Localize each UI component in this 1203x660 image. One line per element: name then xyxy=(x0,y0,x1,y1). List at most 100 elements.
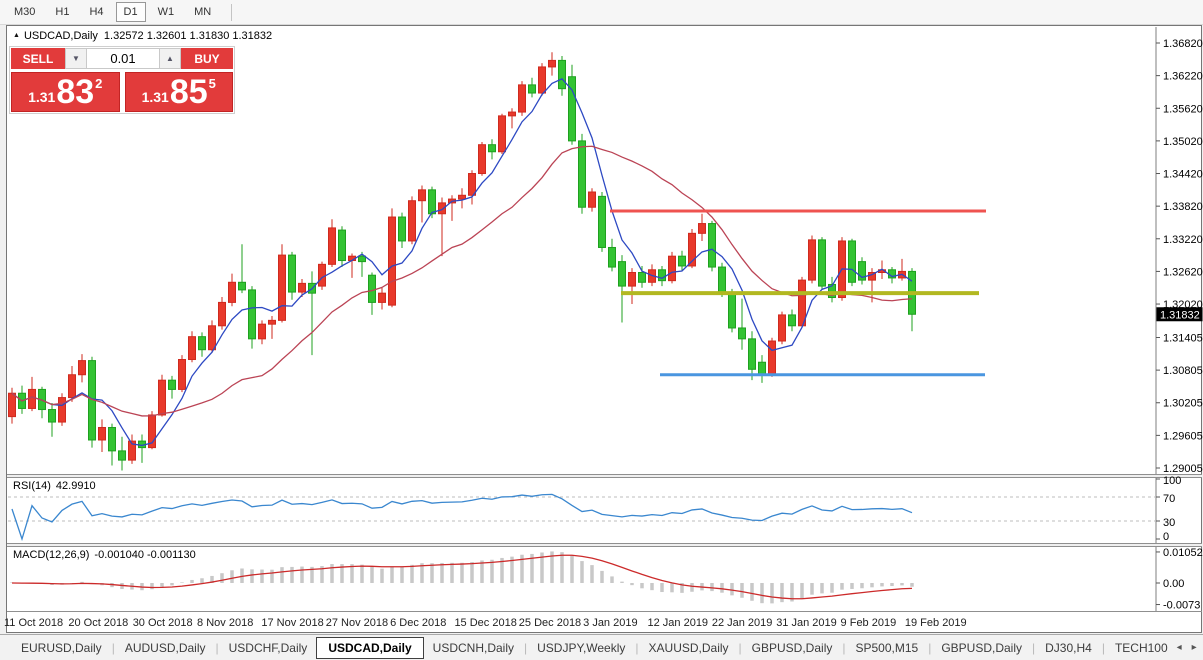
macd-bar xyxy=(220,573,224,583)
macd-bar xyxy=(790,583,794,602)
rsi-panel xyxy=(8,493,1155,542)
timeframe-button-w1[interactable]: W1 xyxy=(157,6,175,18)
candle xyxy=(428,189,436,215)
volume-increase-button[interactable]: ▲ xyxy=(159,48,181,69)
candle xyxy=(768,340,776,376)
candle xyxy=(788,314,796,327)
tab-tech100[interactable]: TECH100 xyxy=(1114,640,1168,655)
date-axis-label: 3 Jan 2019 xyxy=(583,617,637,629)
macd-bar xyxy=(430,563,434,583)
tab-gbpusd-daily[interactable]: GBPUSD,Daily xyxy=(941,640,1023,655)
candle xyxy=(758,361,766,376)
candle xyxy=(48,409,56,423)
tab-usdjpy-weekly[interactable]: USDJPY,Weekly xyxy=(537,640,626,655)
chart-title: ▲ USDCAD,Daily 1.32572 1.32601 1.31830 1.3… xyxy=(13,30,272,42)
timeframe-button-h1[interactable]: H1 xyxy=(55,6,70,18)
candle xyxy=(618,261,626,287)
timeframe-button-h4[interactable]: H4 xyxy=(89,6,104,18)
candle xyxy=(518,84,526,113)
tab-separator: | xyxy=(635,640,639,655)
tab-xauusd-daily[interactable]: XAUUSD,Daily xyxy=(648,640,729,655)
candle xyxy=(148,414,156,449)
macd-bar xyxy=(720,583,724,593)
macd-bar xyxy=(810,583,814,595)
macd-bar xyxy=(460,562,464,583)
macd-bar xyxy=(760,583,764,604)
timeframe-toolbar: M30 H1 H4 D1 W1 MN xyxy=(0,0,1203,25)
tab-usdcnh-daily[interactable]: USDCNH,Daily xyxy=(432,640,515,655)
tab-gbpusd-daily[interactable]: GBPUSD,Daily xyxy=(751,640,833,655)
macd-bar xyxy=(190,579,194,583)
tab-audusd-daily[interactable]: AUDUSD,Daily xyxy=(124,640,206,655)
macd-bar xyxy=(870,583,874,588)
candle xyxy=(368,274,376,303)
tab-usdchf-daily[interactable]: USDCHF,Daily xyxy=(228,640,308,655)
chart-symbol-label: USDCAD,Daily xyxy=(23,30,98,42)
chart-ohlc-values: 1.32572 1.32601 1.31830 1.31832 xyxy=(103,30,273,42)
tab-sp500-m15[interactable]: SP500,M15 xyxy=(855,640,919,655)
sell-price-big: 83 xyxy=(56,72,95,111)
candle xyxy=(328,227,336,265)
panel-splitter[interactable] xyxy=(7,474,1202,478)
date-axis-label: 31 Jan 2019 xyxy=(776,617,837,629)
macd-bar xyxy=(210,575,214,583)
tab-separator: | xyxy=(738,640,742,655)
date-axis-label: 9 Feb 2019 xyxy=(841,617,897,629)
candle xyxy=(478,144,486,175)
price-axis-label: 1.29605 xyxy=(1163,430,1203,442)
tab-scroll-right-icon[interactable]: ▸ xyxy=(1191,642,1197,653)
tab-dj30-h4[interactable]: DJ30,H4 xyxy=(1045,640,1092,655)
volume-input[interactable]: 0.01 xyxy=(87,48,159,69)
candle xyxy=(218,301,226,327)
collapse-arrow-icon[interactable]: ▲ xyxy=(13,32,20,39)
price-axis-label: 1.33220 xyxy=(1163,234,1203,246)
price-axis-label: 1.30805 xyxy=(1163,365,1203,377)
panel-splitter[interactable] xyxy=(7,543,1202,547)
macd-bar xyxy=(290,566,294,583)
candle xyxy=(198,336,206,351)
tab-separator: | xyxy=(524,640,528,655)
candle xyxy=(408,200,416,242)
candle xyxy=(638,271,646,283)
candle xyxy=(128,440,136,461)
candle xyxy=(58,397,66,423)
candle xyxy=(358,255,366,263)
sell-price-panel[interactable]: 1.31 83 2 xyxy=(11,72,120,112)
rsi-scale-label: 100 xyxy=(1163,475,1181,487)
candle xyxy=(688,232,696,267)
candle xyxy=(508,111,516,117)
macd-bar xyxy=(480,560,484,583)
macd-bar xyxy=(650,583,654,591)
candle xyxy=(178,359,186,390)
candle xyxy=(708,223,716,268)
tab-scroll-left-icon[interactable]: ◂ xyxy=(1176,642,1182,653)
date-axis-label: 15 Dec 2018 xyxy=(454,617,516,629)
timeframe-button-mn[interactable]: MN xyxy=(194,6,212,18)
sell-price-sup: 2 xyxy=(95,76,103,91)
macd-bar xyxy=(330,564,334,583)
tab-usdcad-daily[interactable]: USDCAD,Daily xyxy=(316,636,424,659)
date-axis-label: 19 Feb 2019 xyxy=(905,617,967,629)
macd-bar xyxy=(260,569,264,583)
tab-eurusd-daily[interactable]: EURUSD,Daily xyxy=(21,640,102,655)
buy-price-panel[interactable]: 1.31 85 5 xyxy=(124,72,233,112)
rsi-name: RSI(14) xyxy=(13,480,51,492)
macd-bar xyxy=(10,582,14,583)
candle xyxy=(298,282,306,293)
candle xyxy=(208,325,216,351)
macd-bar xyxy=(780,583,784,603)
candles-layer xyxy=(8,52,986,471)
timeframe-button-m30[interactable]: M30 xyxy=(14,6,36,18)
macd-bar xyxy=(530,553,534,583)
volume-decrease-button[interactable]: ▼ xyxy=(65,48,87,69)
macd-values: -0.001040 -0.001130 xyxy=(94,549,196,561)
candle xyxy=(388,216,396,306)
candle xyxy=(488,144,496,153)
sell-button[interactable]: SELL xyxy=(11,48,65,69)
timeframe-button-d1[interactable]: D1 xyxy=(115,2,146,22)
macd-bar xyxy=(580,561,584,583)
macd-bar xyxy=(310,566,314,583)
buy-button[interactable]: BUY xyxy=(181,48,233,69)
rsi-scale-label: 0 xyxy=(1163,531,1169,543)
